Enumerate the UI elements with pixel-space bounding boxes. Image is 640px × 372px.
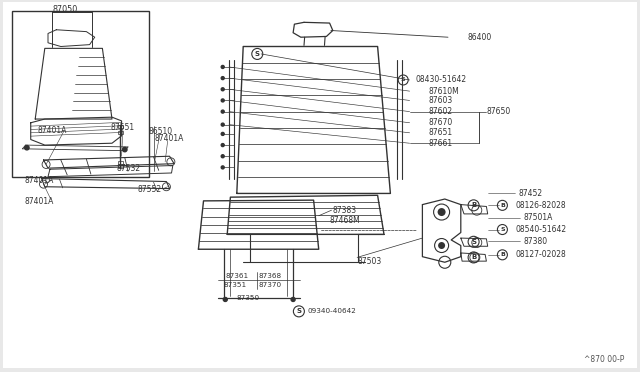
Text: 08540-51642: 08540-51642 xyxy=(515,225,566,234)
Text: 09340-40642: 09340-40642 xyxy=(307,308,356,314)
Circle shape xyxy=(44,162,49,167)
Circle shape xyxy=(221,144,224,147)
Circle shape xyxy=(221,166,224,169)
Circle shape xyxy=(221,123,224,126)
Circle shape xyxy=(221,77,224,80)
Text: 87401A: 87401A xyxy=(155,134,184,143)
Text: 08126-82028: 08126-82028 xyxy=(515,201,566,210)
Circle shape xyxy=(223,298,227,301)
Text: 87651: 87651 xyxy=(429,128,453,137)
Text: ^870 00-P: ^870 00-P xyxy=(584,355,624,364)
Circle shape xyxy=(40,180,47,188)
Text: 87603: 87603 xyxy=(429,96,453,105)
Text: 87350: 87350 xyxy=(237,295,260,301)
Circle shape xyxy=(472,205,482,215)
Circle shape xyxy=(41,182,46,187)
Text: 87361: 87361 xyxy=(225,273,248,279)
Text: 87351: 87351 xyxy=(224,282,247,288)
Text: S: S xyxy=(296,308,301,314)
Text: 87380: 87380 xyxy=(524,237,548,246)
Text: 87401A: 87401A xyxy=(24,176,54,185)
Circle shape xyxy=(221,110,224,113)
Circle shape xyxy=(439,256,451,268)
Text: 86510: 86510 xyxy=(148,127,173,136)
Circle shape xyxy=(221,99,224,102)
Text: 87552: 87552 xyxy=(138,185,162,194)
Text: 87383: 87383 xyxy=(333,206,357,215)
Text: 87551: 87551 xyxy=(110,123,134,132)
Circle shape xyxy=(167,158,175,166)
Circle shape xyxy=(438,208,445,216)
Text: 87670: 87670 xyxy=(429,118,453,127)
Text: 87452: 87452 xyxy=(518,189,543,198)
Bar xyxy=(12,11,149,177)
Circle shape xyxy=(435,238,449,253)
Text: B: B xyxy=(500,203,505,208)
Circle shape xyxy=(42,160,50,169)
Text: B: B xyxy=(471,202,476,208)
Text: 87468M: 87468M xyxy=(330,216,360,225)
Bar xyxy=(118,161,123,164)
Bar xyxy=(118,131,123,134)
Circle shape xyxy=(221,88,224,91)
Circle shape xyxy=(164,184,169,189)
Text: 87368: 87368 xyxy=(259,273,282,279)
Circle shape xyxy=(434,204,449,220)
Text: S: S xyxy=(401,77,406,83)
Text: B: B xyxy=(500,252,505,257)
Text: 87610M: 87610M xyxy=(429,87,460,96)
Circle shape xyxy=(472,238,482,247)
Bar xyxy=(118,165,123,168)
Bar xyxy=(118,125,123,128)
Circle shape xyxy=(438,242,445,249)
Text: 87401A: 87401A xyxy=(24,197,54,206)
Text: 87501A: 87501A xyxy=(524,213,553,222)
Text: 08430-51642: 08430-51642 xyxy=(416,76,467,84)
Circle shape xyxy=(168,159,173,164)
Text: 86400: 86400 xyxy=(467,33,492,42)
Text: 87503: 87503 xyxy=(357,257,381,266)
Circle shape xyxy=(25,145,29,150)
Text: 87370: 87370 xyxy=(259,282,282,288)
Text: 87661: 87661 xyxy=(429,139,453,148)
Circle shape xyxy=(221,65,224,68)
Text: 87401A: 87401A xyxy=(37,126,67,135)
Text: 87532: 87532 xyxy=(116,164,141,173)
Text: 87650: 87650 xyxy=(486,107,511,116)
Circle shape xyxy=(163,183,170,191)
Circle shape xyxy=(123,147,127,152)
Text: 87050: 87050 xyxy=(52,5,77,14)
Text: 87602: 87602 xyxy=(429,107,453,116)
Text: S: S xyxy=(500,227,505,232)
Circle shape xyxy=(221,155,224,158)
Text: 08127-02028: 08127-02028 xyxy=(515,250,566,259)
Circle shape xyxy=(291,298,295,301)
Text: S: S xyxy=(255,51,260,57)
Text: S: S xyxy=(471,239,476,245)
Circle shape xyxy=(470,253,480,262)
Text: B: B xyxy=(471,254,476,260)
Circle shape xyxy=(221,132,224,135)
